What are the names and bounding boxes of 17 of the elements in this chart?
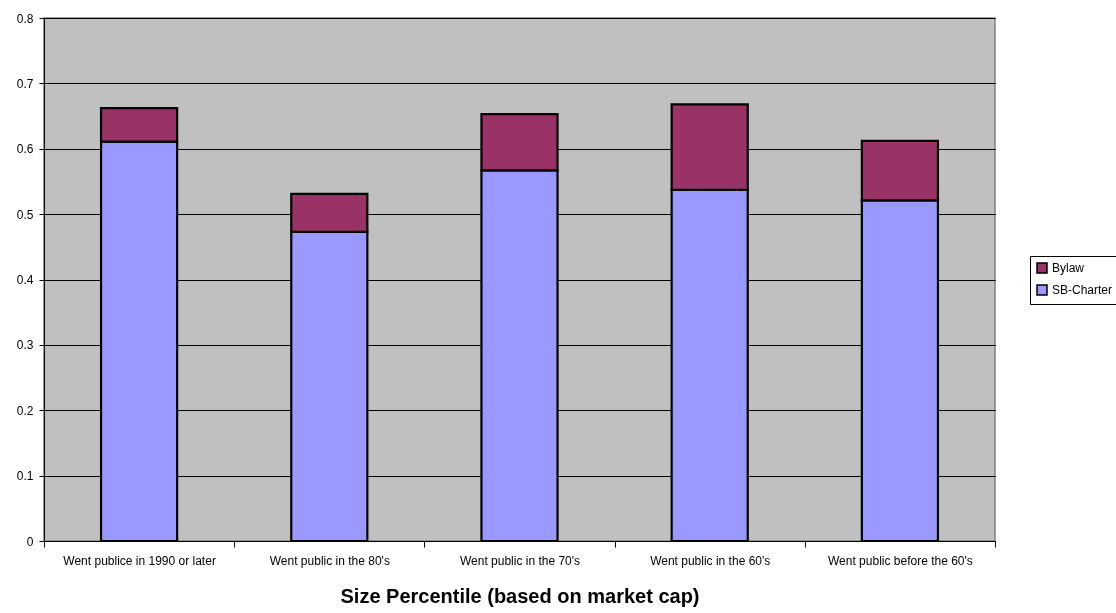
y-tick-label: 0.7	[16, 76, 34, 91]
y-tick-label: 0.1	[16, 469, 34, 484]
legend-label: SB-Charter	[1052, 283, 1113, 297]
x-tick-label: Went public before the 60's	[827, 553, 973, 568]
y-tick-label: 0.2	[16, 403, 34, 418]
y-tick-label: 0.8	[16, 11, 34, 26]
x-tick-label: Went public in the 60's	[650, 553, 771, 568]
y-tick-label: 0	[26, 534, 34, 549]
y-tick-label: 0.3	[16, 338, 34, 353]
x-tick-label: Went public in the 70's	[459, 553, 581, 568]
y-tick-label: 0.6	[16, 142, 34, 157]
legend-label: Bylaw	[1052, 261, 1085, 275]
x-tick-label: Went public in the 80's	[269, 553, 390, 568]
x-axis-title: Size Percentile (based on market cap)	[340, 584, 700, 607]
y-tick-label: 0.4	[16, 273, 34, 287]
y-tick-label: 0.5	[16, 207, 34, 222]
x-tick-label: Went publice in 1990 or later	[63, 553, 216, 568]
